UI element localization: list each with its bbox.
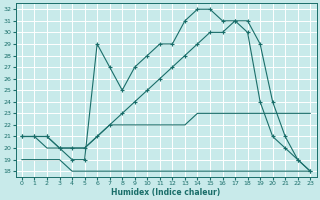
X-axis label: Humidex (Indice chaleur): Humidex (Indice chaleur) bbox=[111, 188, 221, 197]
